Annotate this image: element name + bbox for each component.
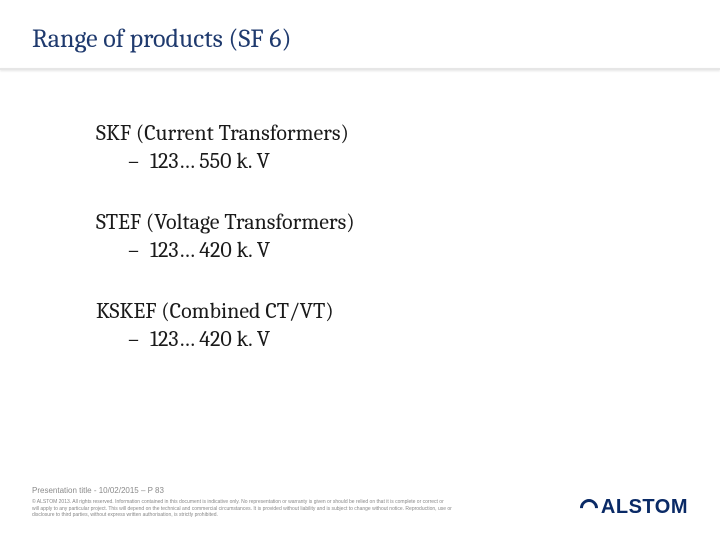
product-heading: KSKEF (Combined CT/VT) [96,298,616,326]
slide-title: Range of products (SF 6) [32,24,291,54]
product-range: 123… 420 k. V [96,326,616,354]
content-area: SKF (Current Transformers) 123… 550 k. V… [96,120,616,387]
product-group: SKF (Current Transformers) 123… 550 k. V [96,120,616,175]
logo-arc-icon [576,495,601,520]
product-heading: STEF (Voltage Transformers) [96,209,616,237]
title-underline [0,68,720,70]
logo-word: ALSTOM [601,496,688,519]
product-range: 123… 420 k. V [96,237,616,265]
product-range: 123… 550 k. V [96,148,616,176]
logo-text: ALSTOM [580,496,688,519]
product-group: KSKEF (Combined CT/VT) 123… 420 k. V [96,298,616,353]
footer-legal: © ALSTOM 2013. All rights reserved. Info… [32,499,452,518]
product-group: STEF (Voltage Transformers) 123… 420 k. … [96,209,616,264]
product-heading: SKF (Current Transformers) [96,120,616,148]
brand-logo: ALSTOM [580,496,688,520]
footer-meta: Presentation title - 10/02/2015 – P 83 [32,486,688,495]
